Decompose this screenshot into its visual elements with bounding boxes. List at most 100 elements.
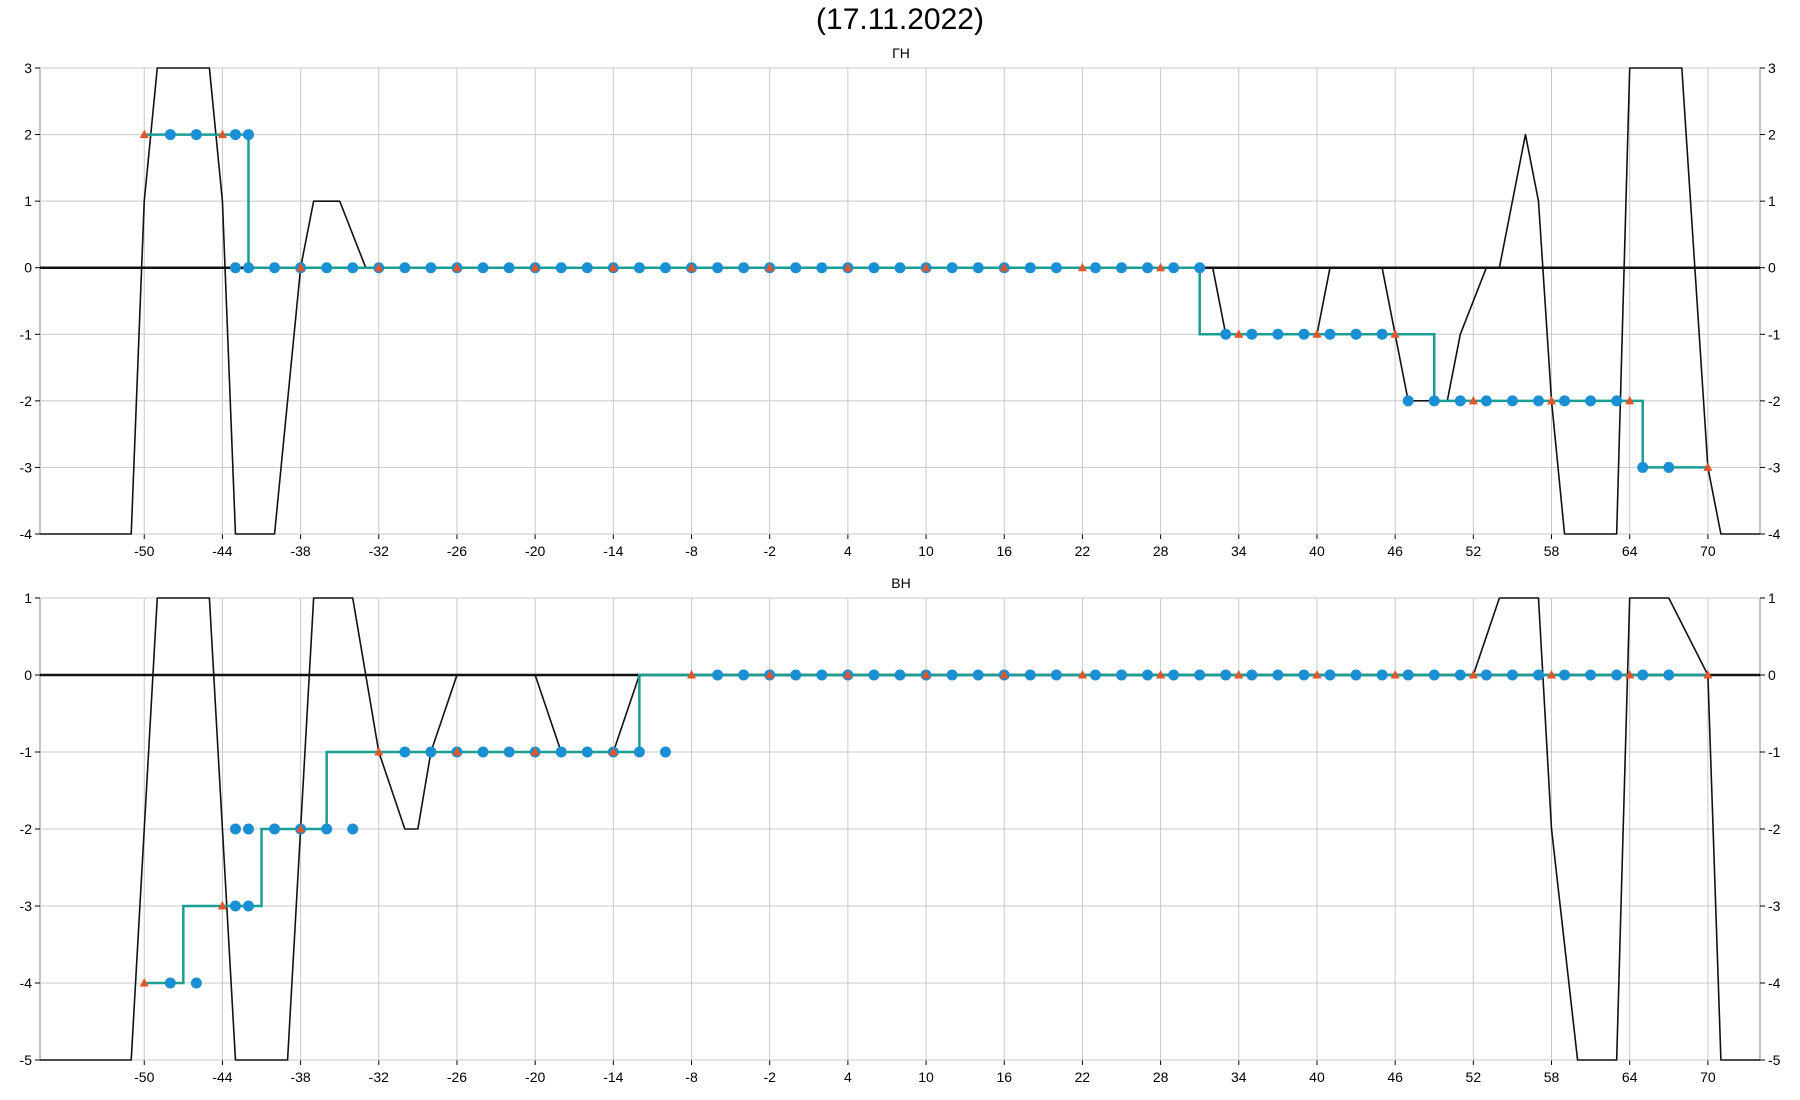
series-circle-point xyxy=(1402,669,1414,681)
x-tick-label: 4 xyxy=(844,543,852,559)
series-circle-point xyxy=(1480,669,1492,681)
series-triangle-point xyxy=(1156,670,1166,679)
series-circle-point xyxy=(1142,669,1154,681)
y-tick-label-left: -3 xyxy=(20,898,33,914)
series-circle-point xyxy=(190,977,202,989)
y-tick-label-right: -2 xyxy=(1768,821,1781,837)
y-tick-label-right: -3 xyxy=(1768,459,1781,475)
y-tick-label-right: -1 xyxy=(1768,744,1781,760)
series-triangle-point xyxy=(1468,670,1478,679)
series-circle-point xyxy=(1637,669,1649,681)
series-circle-point xyxy=(946,669,958,681)
series-triangle-point xyxy=(1312,329,1322,338)
x-tick-label: 22 xyxy=(1075,543,1091,559)
series-circle-point xyxy=(894,669,906,681)
series-circle-point xyxy=(1350,328,1362,340)
series-circle-point xyxy=(242,262,254,274)
series-triangle-point xyxy=(999,670,1009,679)
series-circle-point xyxy=(946,262,958,274)
series-triangle-point xyxy=(1625,670,1635,679)
x-tick-label: -14 xyxy=(603,543,623,559)
series-circle-point xyxy=(738,669,750,681)
series-circle-point xyxy=(555,746,567,758)
series-circle-point xyxy=(347,823,359,835)
series-circle-point xyxy=(1454,395,1466,407)
series-circle-point xyxy=(1611,669,1623,681)
x-tick-label: -14 xyxy=(603,1069,623,1085)
series-circle-point xyxy=(164,977,176,989)
x-tick-label: -44 xyxy=(212,543,232,559)
series-circle-point xyxy=(269,823,281,835)
series-circle-point xyxy=(1480,395,1492,407)
series-circle-point xyxy=(555,262,567,274)
series-circle-point xyxy=(503,746,515,758)
x-tick-label: 34 xyxy=(1231,543,1247,559)
x-tick-label: -8 xyxy=(685,1069,698,1085)
series-circle-point xyxy=(1142,262,1154,274)
series-triangle-point xyxy=(296,824,306,833)
series-circle-point xyxy=(242,900,254,912)
panel-title: ВН xyxy=(891,575,910,591)
y-tick-label-left: 1 xyxy=(24,193,32,209)
y-tick-label-left: -2 xyxy=(20,393,33,409)
x-tick-label: 16 xyxy=(996,543,1012,559)
series-circle-point xyxy=(1637,461,1649,473)
x-tick-label: 52 xyxy=(1466,1069,1482,1085)
series-circle-point xyxy=(633,262,645,274)
y-tick-label-left: 0 xyxy=(24,667,32,683)
series-circle-point xyxy=(1428,395,1440,407)
series-triangle-point xyxy=(1547,395,1557,405)
x-tick-label: 46 xyxy=(1387,1069,1403,1085)
series-circle-point xyxy=(1506,395,1518,407)
series-triangle-point xyxy=(1390,329,1400,338)
series-circle-point xyxy=(321,823,333,835)
series-circle-point xyxy=(229,129,241,141)
series-circle-point xyxy=(1324,669,1336,681)
y-tick-label-left: -3 xyxy=(20,459,33,475)
series-triangle-point xyxy=(765,670,775,679)
series-triangle-point xyxy=(1703,670,1713,679)
y-tick-label-right: -3 xyxy=(1768,898,1781,914)
x-tick-label: -2 xyxy=(763,1069,776,1085)
series-circle-point xyxy=(1376,328,1388,340)
series-triangle-point xyxy=(1312,670,1322,679)
series-circle-point xyxy=(242,129,254,141)
series-circle-point xyxy=(1454,669,1466,681)
series-triangle-point xyxy=(374,747,384,756)
series-triangle-point xyxy=(530,262,540,272)
x-tick-label: -8 xyxy=(685,543,698,559)
x-tick-label: 28 xyxy=(1153,1069,1169,1085)
series-circle-point xyxy=(816,669,828,681)
series-triangle-point xyxy=(1156,262,1166,272)
series-circle-point xyxy=(229,262,241,274)
series-triangle-point xyxy=(1234,329,1244,338)
series-circle-point xyxy=(1324,328,1336,340)
x-tick-label: 16 xyxy=(996,1069,1012,1085)
y-tick-label-left: 2 xyxy=(24,127,32,143)
series-circle-point xyxy=(894,262,906,274)
series-triangle-point xyxy=(217,129,227,139)
series-circle-point xyxy=(399,746,411,758)
series-step-line xyxy=(144,673,1708,985)
x-tick-label: -38 xyxy=(290,1069,310,1085)
y-tick-label-right: -5 xyxy=(1768,1052,1781,1068)
y-tick-label-left: -1 xyxy=(20,744,33,760)
y-tick-label-right: 0 xyxy=(1768,667,1776,683)
x-tick-label: 10 xyxy=(918,543,934,559)
series-circle-point xyxy=(425,746,437,758)
series-circle-point xyxy=(164,129,176,141)
x-tick-label: -50 xyxy=(134,1069,154,1085)
y-tick-label-left: -5 xyxy=(20,1052,33,1068)
series-circle-point xyxy=(1050,262,1062,274)
series-circle-point xyxy=(1024,669,1036,681)
series-circle-point xyxy=(1428,669,1440,681)
series-circle-point xyxy=(659,262,671,274)
series-circle-point xyxy=(242,823,254,835)
series-circle-point xyxy=(633,746,645,758)
x-tick-label: 10 xyxy=(918,1069,934,1085)
series-triangle-point xyxy=(843,262,853,272)
series-circle-point xyxy=(229,823,241,835)
y-tick-label-left: -4 xyxy=(20,526,33,542)
series-circle-point xyxy=(229,900,241,912)
series-triangle-point xyxy=(1625,395,1635,405)
